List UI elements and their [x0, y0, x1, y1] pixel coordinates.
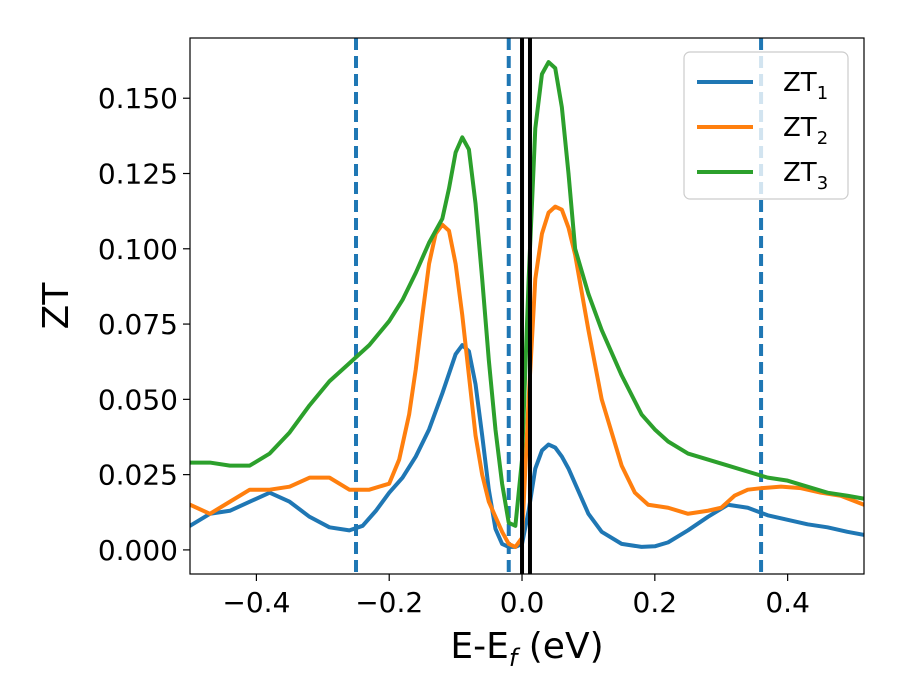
y-tick-label: 0.050: [98, 383, 178, 416]
x-tick-label: −0.2: [355, 586, 423, 619]
legend-label: ZT2: [783, 113, 828, 149]
legend-label-subscript: 3: [817, 173, 828, 194]
y-tick-label: 0.150: [98, 82, 178, 115]
legend-label: ZT3: [783, 158, 828, 194]
y-tick-label: 0.000: [98, 534, 178, 567]
legend-entry-zt2: ZT2: [697, 113, 828, 149]
legend-box: [683, 51, 849, 200]
plot-area: [190, 38, 864, 574]
legend-label-main: ZT: [783, 158, 817, 188]
x-axis: −0.4 −0.2 0.0 0.2 0.4: [222, 574, 810, 619]
series-line-zt3: [190, 60, 864, 528]
legend-label-subscript: 1: [817, 83, 828, 104]
legend-label-subscript: 2: [817, 128, 828, 149]
y-tick-label: 0.075: [98, 308, 178, 341]
series-line-zt2: [190, 204, 864, 549]
x-tick-label: 0.2: [633, 586, 678, 619]
legend-label: ZT1: [783, 68, 828, 104]
plot-frame: [189, 37, 865, 575]
y-axis: 0.000 0.025 0.050 0.075 0.100 0.125 0.150: [98, 82, 190, 567]
legend-entry-zt1: ZT1: [697, 68, 828, 104]
x-tick-label: 0.0: [500, 586, 545, 619]
x-axis-label: E-Ef (eV): [450, 626, 603, 672]
x-axis-label-unit: (eV): [517, 626, 603, 667]
x-tick-label: 0.4: [765, 586, 810, 619]
x-axis-label-main: E-E: [450, 626, 508, 667]
legend-label-main: ZT: [783, 113, 817, 143]
y-tick-label: 0.100: [98, 233, 178, 266]
y-tick-label: 0.125: [98, 158, 178, 191]
legend-entry-zt3: ZT3: [697, 158, 828, 194]
x-tick-label: −0.4: [222, 586, 290, 619]
y-tick-label: 0.025: [98, 459, 178, 492]
y-axis-label: ZT: [36, 282, 77, 330]
legend-label-main: ZT: [783, 68, 817, 98]
